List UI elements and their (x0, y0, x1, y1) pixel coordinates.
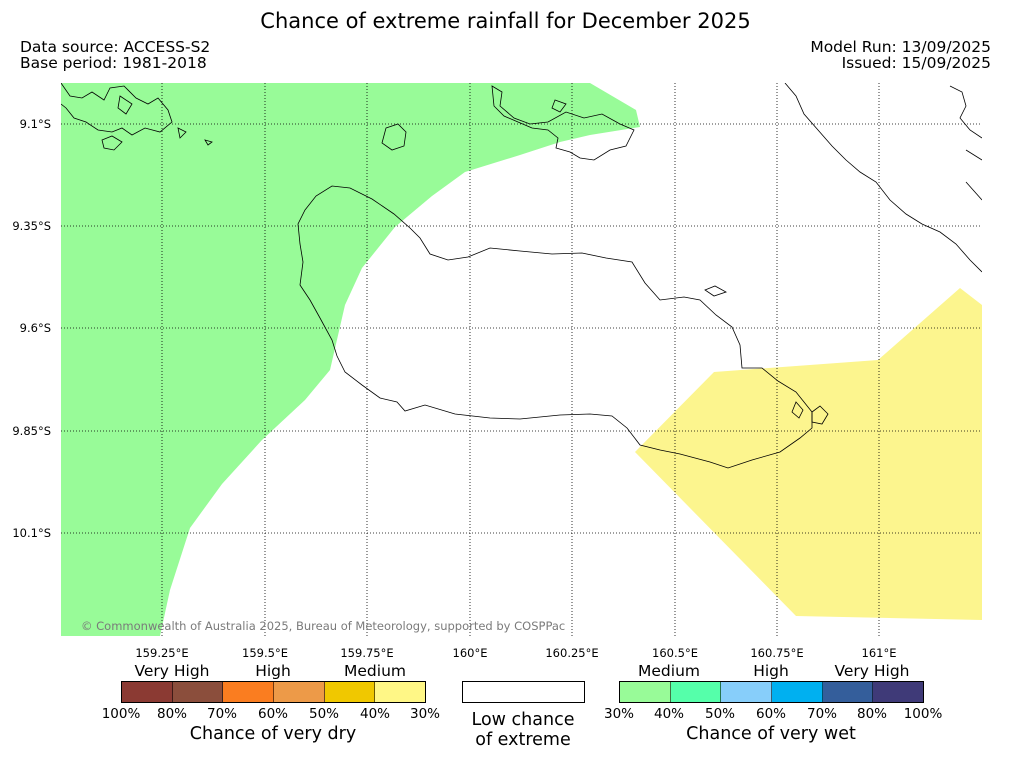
dry-colorbar (121, 681, 426, 703)
wet-tick: 70% (806, 706, 838, 722)
dry-swatch (122, 682, 173, 702)
wet-tick: 80% (856, 706, 888, 722)
wet-tick: 100% (903, 706, 943, 722)
dry-tick: 60% (257, 706, 289, 722)
meta-right: Model Run: 13/09/2025 Issued: 15/09/2025 (810, 39, 991, 71)
dry-swatch (375, 682, 426, 702)
wet-legend-head: Very High (834, 662, 910, 680)
wet-tick: 50% (704, 706, 736, 722)
gridlines (61, 83, 982, 636)
wet-tick: 30% (603, 706, 635, 722)
dry-legend-head: Medium (344, 662, 406, 680)
wet-swatch (670, 682, 722, 702)
lat-label: 9.6°S (20, 321, 51, 335)
lon-label: 160.75°E (750, 646, 804, 660)
dry-tick: 30% (409, 706, 441, 722)
dry-tick: 100% (101, 706, 141, 722)
wet-swatch (620, 682, 671, 702)
coastlines (61, 83, 982, 469)
lon-label: 161°E (861, 646, 897, 660)
very-wet-region-yellow (635, 288, 982, 620)
data-source-label: Data source: ACCESS-S2 (20, 38, 211, 56)
wet-legend-head: Medium (638, 662, 700, 680)
low-chance-line2: of extreme (475, 730, 571, 750)
lon-label: 159.75°E (340, 646, 394, 660)
wet-colorbar (619, 681, 924, 703)
low-chance-line1: Low chance (471, 710, 575, 730)
lon-label: 160.5°E (652, 646, 698, 660)
chart-title: Chance of extreme rainfall for December … (260, 9, 751, 33)
low-chance-caption: Low chance of extreme (472, 710, 575, 750)
nw-coastline (61, 83, 173, 136)
dry-tick: 80% (156, 706, 188, 722)
dry-swatch (172, 682, 224, 702)
dry-legend-caption: Chance of very dry (189, 724, 357, 744)
low-chance-swatch (462, 681, 585, 703)
wet-legend-caption: Chance of very wet (686, 724, 856, 744)
dry-swatch (324, 682, 376, 702)
dry-swatch (274, 682, 325, 702)
issued-label: Issued: 15/09/2025 (841, 54, 991, 72)
guadalcanal-coastline (297, 185, 813, 469)
dry-swatch (223, 682, 275, 702)
wet-legend-head: High (753, 662, 789, 680)
dry-tick: 40% (359, 706, 391, 722)
dry-legend-head: Very High (134, 662, 210, 680)
wet-tick: 60% (755, 706, 787, 722)
florida-islands-coastline (491, 85, 635, 161)
lon-label: 160°E (452, 646, 488, 660)
very-dry-region-green (61, 83, 640, 636)
model-run-label: Model Run: 13/09/2025 (810, 38, 991, 56)
wet-swatch (822, 682, 874, 702)
dry-tick: 70% (206, 706, 238, 722)
map[interactable]: 9.1°S 9.35°S 9.6°S 9.85°S 10.1°S (0, 0, 1011, 640)
meta-left: Data source: ACCESS-S2 Base period: 1981… (20, 39, 210, 71)
lat-label: 9.85°S (12, 424, 51, 438)
dry-tick: 50% (308, 706, 340, 722)
small-island-coastline (381, 123, 407, 151)
lat-label: 9.1°S (20, 117, 51, 131)
wet-swatch (721, 682, 773, 702)
base-period-label: Base period: 1981-2018 (20, 54, 207, 72)
dry-legend-head: High (255, 662, 291, 680)
copyright-notice: © Commonwealth of Australia 2025, Bureau… (81, 619, 566, 633)
wet-tick: 40% (653, 706, 685, 722)
lon-label: 160.25°E (545, 646, 599, 660)
lat-label: 9.35°S (12, 219, 51, 233)
lat-labels: 9.1°S 9.35°S 9.6°S 9.85°S 10.1°S (12, 117, 51, 540)
wet-swatch (772, 682, 823, 702)
lat-label: 10.1°S (12, 526, 51, 540)
lon-label: 159.5°E (242, 646, 288, 660)
lon-label: 159.25°E (135, 646, 189, 660)
wet-swatch (873, 682, 924, 702)
malaita-coastline (784, 83, 982, 273)
